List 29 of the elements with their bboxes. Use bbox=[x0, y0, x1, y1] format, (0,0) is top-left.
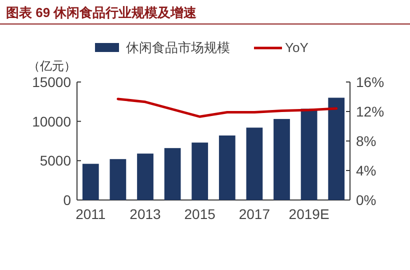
x-tick-label: 2015 bbox=[184, 206, 216, 222]
bar bbox=[328, 98, 345, 200]
bar bbox=[82, 164, 99, 200]
chart-title: 图表 69 休闲食品行业规模及增速 bbox=[6, 5, 198, 20]
x-tick-label: 2013 bbox=[130, 206, 162, 222]
y-tick-label: 5000 bbox=[40, 152, 72, 169]
line-series bbox=[116, 98, 338, 118]
y-tick-label: 15000 bbox=[32, 74, 72, 90]
y-axis-title: （亿元） bbox=[28, 59, 76, 73]
y2-tick-label: 12% bbox=[356, 104, 384, 120]
legend-label: YoY bbox=[285, 40, 309, 55]
y2-tick-label: 16% bbox=[356, 74, 384, 90]
y-tick-label: 10000 bbox=[32, 113, 72, 130]
bar bbox=[137, 154, 154, 200]
y2-tick-label: 4% bbox=[356, 162, 376, 178]
y-tick-label: 0 bbox=[63, 192, 72, 208]
y2-tick-label: 8% bbox=[356, 133, 376, 149]
bar bbox=[218, 135, 236, 200]
bar bbox=[274, 118, 290, 200]
legend-label: 休闲食品市场规模 bbox=[126, 40, 230, 55]
x-tick-label: 2017 bbox=[238, 206, 270, 222]
bar bbox=[300, 108, 318, 200]
bar bbox=[246, 128, 263, 200]
bar bbox=[192, 142, 208, 200]
x-tick-label: 2011 bbox=[76, 206, 106, 222]
x-tick-label: 2019E bbox=[288, 206, 330, 222]
bar bbox=[110, 159, 126, 200]
bar bbox=[164, 148, 181, 200]
y2-tick-label: 0% bbox=[356, 192, 376, 208]
